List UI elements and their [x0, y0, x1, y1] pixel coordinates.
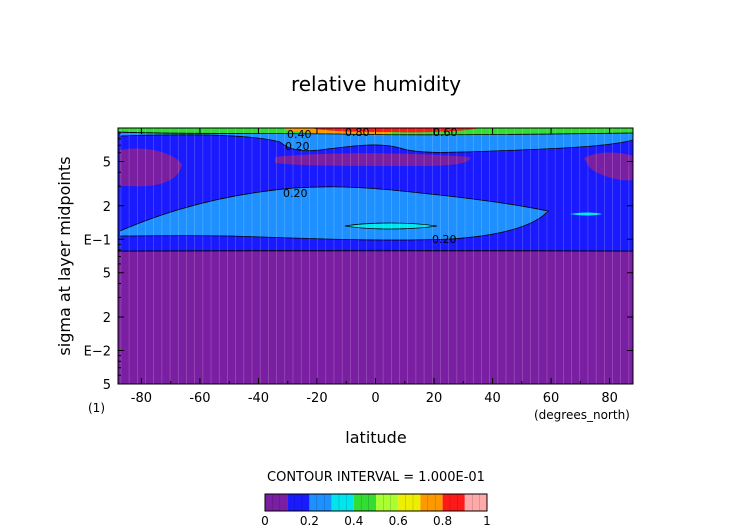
colorbar-swatch: [376, 494, 399, 511]
region-cyan-streak: [345, 223, 437, 229]
colorbar-swatch: [331, 494, 354, 511]
contour-label: 0.40: [287, 128, 312, 141]
x-tick-label: 80: [601, 391, 618, 406]
x-axis-label: latitude: [345, 428, 406, 447]
contour-label: 0.80: [345, 126, 370, 139]
x-tick-label: -80: [131, 391, 152, 406]
contour-line-top: [117, 131, 634, 136]
x-tick-label: 60: [543, 391, 560, 406]
colorbar-swatch: [287, 494, 310, 511]
x-tick-label: -40: [248, 391, 269, 406]
colorbar-swatch: [442, 494, 465, 511]
contour-lines: [117, 131, 634, 252]
colorbar-swatch: [309, 494, 332, 511]
colorbar-tick-label: 0.6: [389, 514, 408, 528]
colorbar-frame: [264, 493, 488, 512]
y-tick-label: 5: [103, 267, 111, 282]
x-tick-label: 20: [426, 391, 443, 406]
colorbar-tick-label: 0.2: [300, 514, 319, 528]
y-tick-label: E−1: [84, 233, 111, 248]
colorbar-tick-label: 0.4: [344, 514, 363, 528]
y-tick-label: E−2: [84, 345, 111, 360]
x-units-label: (degrees_north): [534, 408, 630, 422]
contour-interval-label: CONTOUR INTERVAL = 1.000E-01: [267, 470, 485, 485]
grid-lines: [120, 128, 630, 384]
x-tick-label: 40: [484, 391, 501, 406]
colorbar-tick-label: 1: [483, 514, 491, 528]
region-red: [310, 128, 480, 133]
colorbar-swatch: [353, 494, 376, 511]
contour-line-010: [117, 249, 634, 252]
colorbar-tick-label: 0.8: [433, 514, 452, 528]
contour-label: 0.20: [285, 140, 310, 153]
y-axis-label: sigma at layer midpoints: [55, 156, 74, 355]
colorbar-swatch: [464, 494, 487, 511]
y-axis: 5 2 E−1 5 2 E−2 5: [84, 132, 633, 393]
y-tick-label: 5: [103, 155, 111, 170]
x-tick-label: -20: [306, 391, 327, 406]
region-lightblue-lens: [120, 186, 548, 241]
region-dry-pocket-north: [584, 152, 633, 181]
colorbar-swatch: [420, 494, 443, 511]
contour-line-020-upper: [119, 134, 634, 153]
x-tick-label: 0: [371, 391, 379, 406]
y-tick-label: 2: [103, 311, 111, 326]
contour-labels: 0.40 0.80 0.60 0.20 0.20 0.20: [283, 126, 458, 246]
colorbar-tick-label: 0: [261, 514, 269, 528]
colorbar: [264, 493, 488, 512]
contour-label: 0.60: [433, 126, 458, 139]
colorbar-swatch: [265, 494, 288, 511]
colorbar-tick-labels: 0 0.2 0.4 0.6 0.8 1: [261, 514, 491, 528]
contour-label: 0.20: [432, 233, 457, 246]
contour-label: 0.20: [283, 187, 308, 200]
contour-line-020-lens: [119, 186, 549, 241]
plot-area: 0.40 0.80 0.60 0.20 0.20 0.20: [117, 126, 634, 385]
x-tick-label: -60: [189, 391, 210, 406]
region-orange: [285, 128, 392, 135]
region-dry-pocket-tropic: [275, 153, 471, 166]
colorbar-swatch: [398, 494, 421, 511]
contour-line-030: [344, 222, 438, 230]
x-axis: -80 -60 -40 -20 0 20 40 60 80: [131, 128, 618, 406]
region-dry-pocket-south: [120, 148, 182, 187]
y-tick-label: 2: [103, 200, 111, 215]
corner-label: (1): [88, 401, 105, 415]
region-blue-blob-north: [570, 212, 602, 216]
chart-title: relative humidity: [291, 72, 461, 96]
region-upper-lightblue: [120, 133, 633, 153]
y-tick-label: 5: [103, 378, 111, 393]
